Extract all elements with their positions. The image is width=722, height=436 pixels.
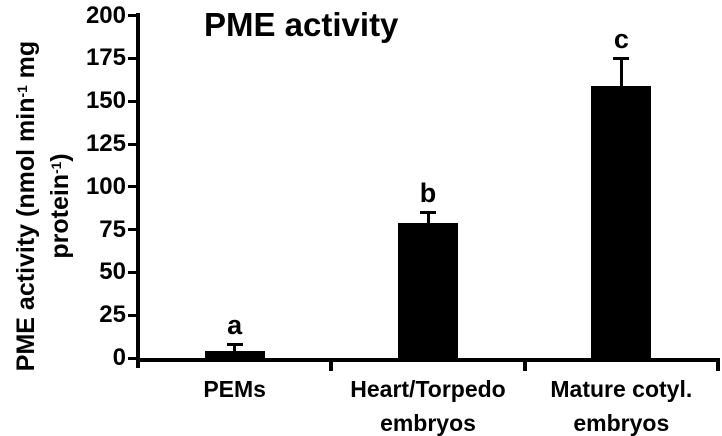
- y-axis-tick: [128, 228, 138, 232]
- x-axis-line: [136, 358, 718, 362]
- x-category-label-line: embryos: [380, 410, 476, 436]
- x-category-label: Mature cotyl. embryos: [486, 372, 722, 436]
- y-axis-tick: [128, 185, 138, 189]
- x-axis-tick: [329, 358, 334, 371]
- bar: [591, 85, 652, 358]
- y-axis-tick: [128, 142, 138, 146]
- error-bar-whisker: [233, 344, 237, 354]
- y-axis-label: PME activity (nmol min-1 mg protein-1): [11, 16, 74, 396]
- significance-letter: a: [227, 310, 243, 341]
- bar: [398, 222, 458, 358]
- y-tick-label: 150: [85, 87, 126, 115]
- y-axis-label-line1: PME activity (nmol min-1 mg: [12, 40, 40, 372]
- y-axis-label-line2: protein-1): [46, 153, 74, 259]
- y-tick-label: 75: [99, 215, 126, 243]
- error-bar-whisker: [426, 212, 430, 225]
- x-category-label: Heart/Torpedo embryos: [293, 372, 563, 436]
- y-tick-label: 200: [85, 1, 126, 29]
- x-category-label-line: PEMs: [203, 376, 266, 402]
- error-bar-cap: [226, 343, 243, 347]
- y-tick-label: 50: [99, 258, 126, 286]
- x-category-label-line: Heart/Torpedo: [350, 376, 506, 402]
- error-bar-cap: [613, 57, 630, 61]
- y-tick-label: 125: [85, 130, 126, 157]
- y-tick-label: 0: [112, 344, 126, 371]
- y-axis-tick: [128, 270, 138, 274]
- error-bar-whisker: [619, 58, 623, 88]
- x-category-label: PEMs: [100, 372, 370, 406]
- y-axis-line: [136, 13, 140, 368]
- y-tick-label: 25: [99, 301, 126, 329]
- significance-letter: c: [613, 24, 629, 55]
- bar: [204, 351, 265, 358]
- y-axis-tick: [128, 14, 138, 18]
- significance-letter: b: [419, 178, 437, 209]
- y-axis-tick: [128, 99, 138, 103]
- x-category-label-line: embryos: [573, 410, 670, 436]
- y-tick-label: 100: [85, 172, 126, 200]
- superscript-exponent: -1: [15, 85, 31, 98]
- x-axis-tick: [716, 358, 720, 371]
- error-bar-cap: [420, 211, 436, 215]
- x-category-label-line: Mature cotyl.: [550, 376, 693, 402]
- chart-title: PME activity: [204, 6, 399, 43]
- x-axis-tick: [522, 358, 527, 371]
- y-tick-label: 175: [85, 44, 126, 72]
- y-axis-tick: [128, 56, 138, 60]
- y-axis-tick: [128, 356, 138, 360]
- y-axis-tick: [128, 313, 138, 317]
